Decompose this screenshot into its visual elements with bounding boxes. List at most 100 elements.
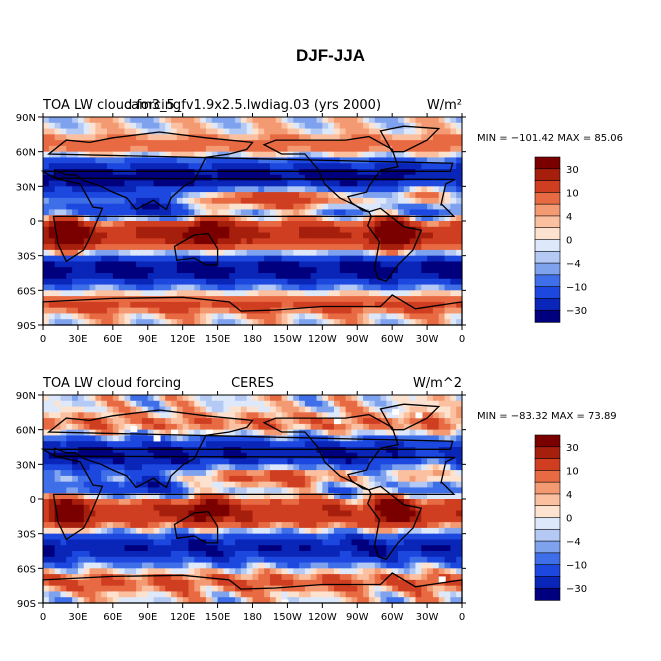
x-tick-label: 0 xyxy=(459,334,465,345)
min-max-readout: MIN = −101.42 MAX = 85.06 xyxy=(477,133,623,144)
y-tick-label: 60S xyxy=(17,286,36,297)
coastline xyxy=(40,409,454,489)
coastlines xyxy=(40,403,463,604)
missing-data-cell xyxy=(438,576,446,583)
colorbar-label: 30 xyxy=(566,443,579,454)
coastline xyxy=(379,125,441,153)
colorbar-label: 10 xyxy=(566,188,579,199)
colorbar-segment xyxy=(534,192,561,205)
coastline xyxy=(52,177,456,263)
colorbar-segment xyxy=(534,203,561,217)
colorbar: 30 10 4 0 −4 −10 −30 xyxy=(534,156,587,323)
x-tick-label: 30E xyxy=(68,612,87,623)
colorbar-segment xyxy=(534,180,561,194)
colorbar-label: −10 xyxy=(566,283,587,294)
coastlines xyxy=(40,125,463,326)
colorbar-segment xyxy=(534,227,561,241)
y-tick-label: 90N xyxy=(16,391,36,402)
x-tick-label: 90W xyxy=(346,334,369,345)
panel-units: W/m^2 xyxy=(413,376,462,391)
y-tick-label: 60S xyxy=(17,564,36,575)
y-tick-label: 0 xyxy=(30,495,36,506)
colorbar-segment xyxy=(534,286,561,300)
coastline xyxy=(366,207,423,282)
x-tick-label: 30W xyxy=(416,612,439,623)
colorbar-label: −4 xyxy=(566,259,581,270)
y-tick-label: 0 xyxy=(30,217,36,228)
x-tick-label: 0 xyxy=(459,612,465,623)
y-tick-label: 30S xyxy=(17,252,36,263)
y-tick-label: 30S xyxy=(17,530,36,541)
coastline xyxy=(173,511,219,544)
colorbar-segment xyxy=(534,298,561,311)
colorbar-label: −10 xyxy=(566,561,587,572)
panel-units: W/m² xyxy=(427,98,462,113)
colorbar-label: 30 xyxy=(566,165,579,176)
colorbar-label: −30 xyxy=(566,584,587,595)
colorbar-label: −30 xyxy=(566,306,587,317)
missing-data-cell xyxy=(392,408,400,415)
missing-data-cell xyxy=(333,418,341,425)
x-tick-label: 150W xyxy=(273,334,302,345)
y-tick-label: 60N xyxy=(16,148,36,159)
colorbar-segment xyxy=(534,470,561,483)
coastline xyxy=(40,131,454,211)
colorbar-segment xyxy=(534,528,561,542)
colorbar-segment xyxy=(534,250,561,264)
missing-data-cell xyxy=(415,412,423,419)
map-panel-2: TOA LW cloud forcing CERES W/m^2 0 30E 60E 90E… xyxy=(16,376,617,623)
colorbar: 30 10 4 0 −4 −10 −30 xyxy=(534,434,587,601)
colorbar-segment xyxy=(534,564,561,578)
colorbar-segment xyxy=(534,517,561,530)
colorbar-segment xyxy=(534,576,561,589)
panel-center-title: cam3_5_fv1.9x2.5.lwdiag.03 (yrs 2000) xyxy=(124,98,381,113)
colorbar-label: 4 xyxy=(566,490,572,501)
colorbar-label: 10 xyxy=(566,466,579,477)
colorbar-segment xyxy=(534,274,561,288)
y-tick-label: 30N xyxy=(16,460,36,471)
x-tick-label: 30W xyxy=(416,334,439,345)
x-tick-label: 180 xyxy=(243,612,262,623)
panel-left-title: TOA LW cloud forcing xyxy=(42,98,181,113)
colorbar-label: 0 xyxy=(566,236,572,247)
coastline xyxy=(52,455,456,541)
x-tick-label: 120E xyxy=(170,612,195,623)
figure-title: DJF-JJA xyxy=(296,46,365,65)
colorbar-segment xyxy=(534,239,561,252)
colorbar-segment xyxy=(534,552,561,566)
colorbar-segment xyxy=(534,505,561,519)
coastline xyxy=(366,485,423,560)
min-max-readout: MIN = −83.32 MAX = 73.89 xyxy=(477,411,617,422)
missing-data-cell xyxy=(205,429,213,436)
x-tick-label: 120W xyxy=(308,612,337,623)
coastline xyxy=(379,403,441,431)
colorbar-segment xyxy=(534,493,561,507)
colorbar-segment xyxy=(534,309,561,323)
colorbar-segment xyxy=(534,540,561,554)
y-tick-label: 60N xyxy=(16,426,36,437)
x-tick-label: 60E xyxy=(103,334,122,345)
y-tick-label: 30N xyxy=(16,182,36,193)
colorbar-segment xyxy=(534,262,561,276)
x-tick-label: 60E xyxy=(103,612,122,623)
x-tick-label: 120W xyxy=(308,334,337,345)
colorbar-segment xyxy=(534,446,561,460)
colorbar-segment xyxy=(534,587,561,601)
x-tick-label: 30E xyxy=(68,334,87,345)
missing-data-cell xyxy=(171,429,179,436)
missing-data-cell xyxy=(153,435,161,442)
colorbar-segment xyxy=(534,215,561,229)
missing-data-cell xyxy=(130,426,138,433)
colorbar-segment xyxy=(534,168,561,182)
colorbar-label: −4 xyxy=(566,537,581,548)
cloud-forcing-field xyxy=(43,117,463,326)
x-tick-label: 120E xyxy=(170,334,195,345)
x-tick-label: 0 xyxy=(40,612,46,623)
colorbar-segment xyxy=(534,434,561,448)
cloud-forcing-field xyxy=(43,395,463,606)
x-tick-label: 180 xyxy=(243,334,262,345)
colorbar-label: 0 xyxy=(566,514,572,525)
colorbar-segment xyxy=(534,481,561,495)
x-tick-label: 90W xyxy=(346,612,369,623)
